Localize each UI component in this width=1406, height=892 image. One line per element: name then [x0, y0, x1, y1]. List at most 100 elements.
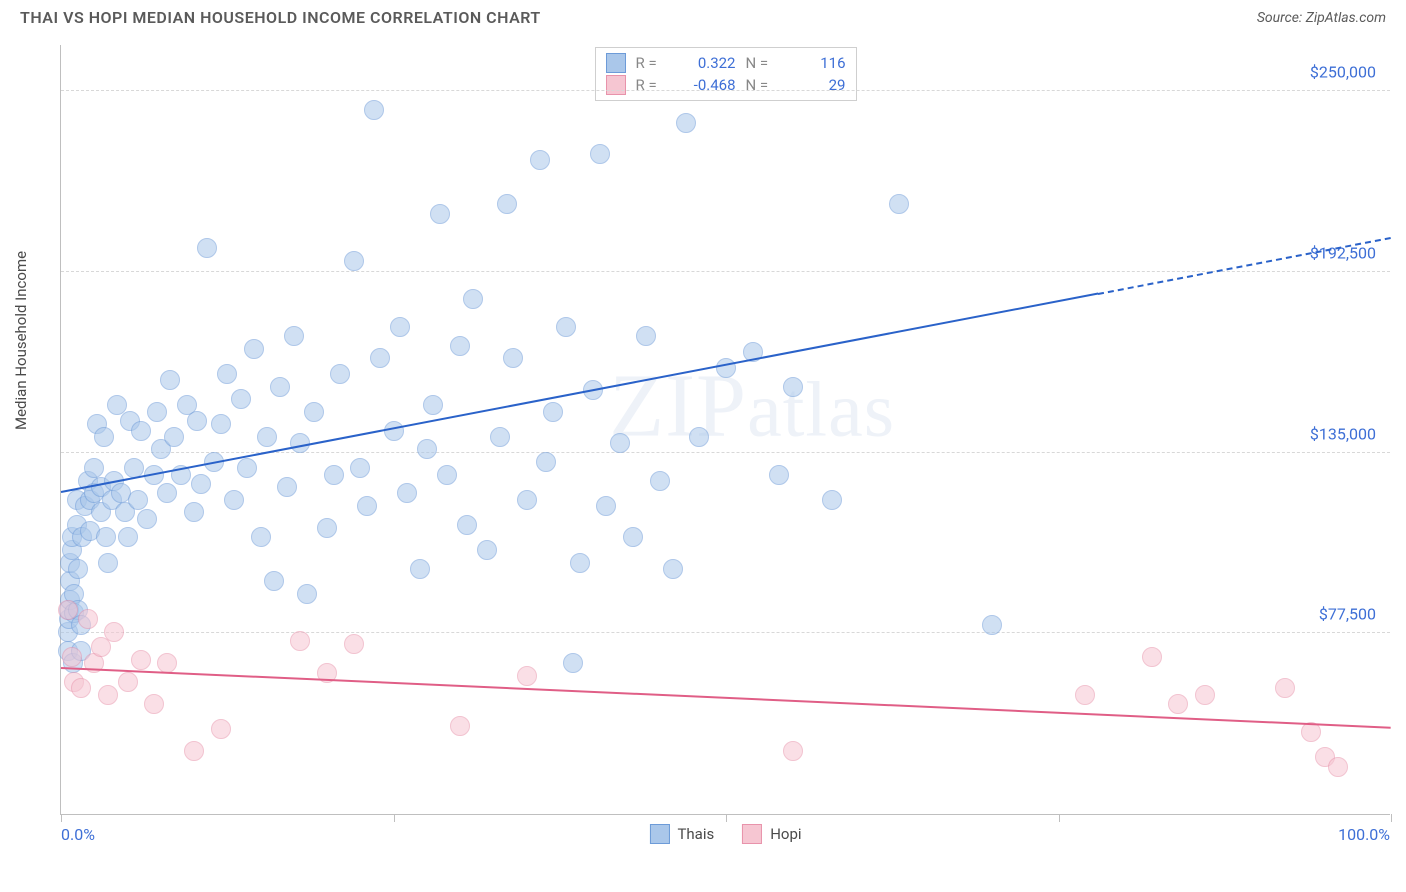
scatter-point-thais [410, 559, 430, 579]
scatter-point-hopi [1142, 647, 1162, 667]
trendline-dash [1098, 237, 1391, 295]
scatter-point-thais [357, 496, 377, 516]
scatter-point-thais [251, 527, 271, 547]
scatter-point-thais [769, 465, 789, 485]
scatter-point-thais [277, 477, 297, 497]
scatter-point-thais [147, 402, 167, 422]
scatter-point-thais [118, 527, 138, 547]
scatter-point-thais [96, 527, 116, 547]
legend-swatch-thais [606, 53, 626, 73]
scatter-point-thais [623, 527, 643, 547]
scatter-point-thais [822, 490, 842, 510]
scatter-point-hopi [211, 719, 231, 739]
legend-swatch-hopi [742, 824, 762, 844]
x-tick [726, 814, 727, 822]
scatter-point-thais [187, 411, 207, 431]
scatter-point-thais [463, 289, 483, 309]
scatter-point-thais [157, 483, 177, 503]
scatter-point-thais [284, 326, 304, 346]
scatter-point-thais [317, 518, 337, 538]
legend-swatch-hopi [606, 75, 626, 95]
scatter-point-thais [490, 427, 510, 447]
source-label: Source: ZipAtlas.com [1257, 10, 1386, 26]
scatter-point-thais [590, 144, 610, 164]
gridline [61, 632, 1390, 633]
scatter-point-thais [663, 559, 683, 579]
scatter-point-thais [224, 490, 244, 510]
scatter-point-thais [543, 402, 563, 422]
scatter-point-thais [596, 496, 616, 516]
source-prefix: Source: [1257, 10, 1306, 26]
scatter-point-thais [231, 389, 251, 409]
legend-label: Thais [677, 825, 714, 843]
scatter-point-thais [324, 465, 344, 485]
scatter-point-thais [676, 113, 696, 133]
x-axis-min-label: 0.0% [61, 825, 95, 844]
scatter-point-thais [191, 474, 211, 494]
chart-title: THAI VS HOPI MEDIAN HOUSEHOLD INCOME COR… [20, 8, 541, 27]
scatter-point-hopi [78, 609, 98, 629]
scatter-point-hopi [71, 678, 91, 698]
scatter-point-thais [370, 348, 390, 368]
scatter-point-thais [783, 377, 803, 397]
gridline [61, 90, 1390, 91]
scatter-point-thais [197, 238, 217, 258]
gridline [61, 271, 1390, 272]
scatter-point-thais [417, 439, 437, 459]
chart-header: THAI VS HOPI MEDIAN HOUSEHOLD INCOME COR… [0, 0, 1406, 31]
x-axis-max-label: 100.0% [1338, 825, 1390, 844]
x-tick [1391, 814, 1392, 822]
scatter-point-thais [716, 358, 736, 378]
scatter-point-hopi [344, 634, 364, 654]
scatter-point-thais [160, 370, 180, 390]
legend-n-label: N = [746, 52, 776, 74]
source-name: ZipAtlas.com [1306, 10, 1386, 26]
scatter-point-hopi [91, 637, 111, 657]
x-tick [61, 814, 62, 822]
scatter-point-thais [982, 615, 1002, 635]
scatter-point-hopi [184, 741, 204, 761]
scatter-point-thais [137, 509, 157, 529]
scatter-point-thais [344, 251, 364, 271]
scatter-point-thais [503, 348, 523, 368]
scatter-point-hopi [1275, 678, 1295, 698]
legend-r-label: R = [636, 74, 666, 96]
scatter-point-thais [184, 502, 204, 522]
scatter-point-thais [430, 204, 450, 224]
scatter-point-thais [556, 317, 576, 337]
scatter-point-thais [517, 490, 537, 510]
scatter-point-thais [270, 377, 290, 397]
watermark-post: atlas [747, 366, 895, 453]
scatter-point-thais [98, 553, 118, 573]
legend-item-thais: Thais [649, 824, 714, 844]
scatter-point-hopi [1195, 685, 1215, 705]
scatter-point-thais [563, 653, 583, 673]
legend-swatch-thais [649, 824, 669, 844]
x-tick [1059, 814, 1060, 822]
scatter-point-thais [128, 490, 148, 510]
scatter-point-thais [364, 100, 384, 120]
scatter-point-thais [330, 364, 350, 384]
scatter-point-hopi [450, 716, 470, 736]
scatter-point-thais [68, 559, 88, 579]
legend-correlation: R =0.322N =116R =-0.468N =29 [595, 47, 857, 101]
scatter-point-thais [237, 458, 257, 478]
scatter-chart: ZIPatlas R =0.322N =116R =-0.468N =29 0.… [60, 45, 1390, 815]
scatter-point-thais [297, 584, 317, 604]
legend-n-label: N = [746, 74, 776, 96]
y-axis-label: Median Household Income [12, 251, 30, 430]
legend-row-hopi: R =-0.468N =29 [606, 74, 846, 96]
y-tick-label: $135,000 [1310, 424, 1376, 443]
legend-item-hopi: Hopi [742, 824, 801, 844]
trendline [61, 667, 1391, 729]
legend-n-value: 116 [786, 52, 846, 74]
scatter-point-hopi [118, 672, 138, 692]
scatter-point-thais [350, 458, 370, 478]
scatter-point-thais [650, 471, 670, 491]
legend-r-value: -0.468 [676, 74, 736, 96]
scatter-point-thais [217, 364, 237, 384]
scatter-point-hopi [1328, 757, 1348, 777]
scatter-point-hopi [104, 622, 124, 642]
scatter-point-thais [94, 427, 114, 447]
scatter-point-thais [131, 421, 151, 441]
